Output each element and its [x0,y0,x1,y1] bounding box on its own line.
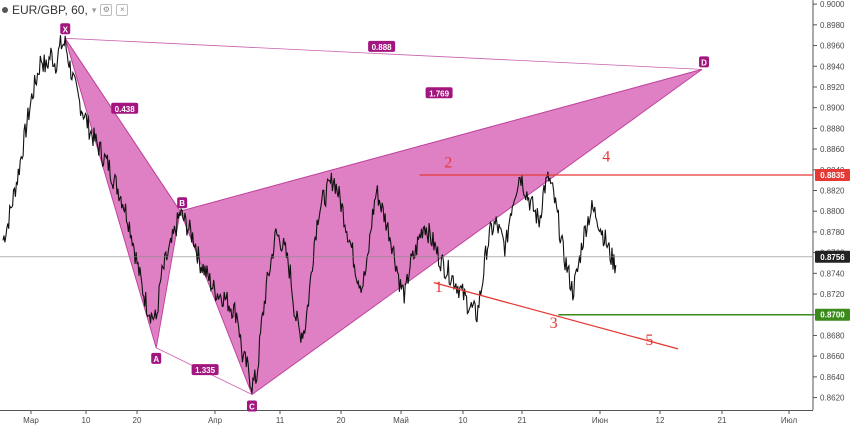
y-tick-label-11: 0.8780 [820,228,845,237]
axis-lines [0,0,814,411]
point-badge-B [177,197,188,209]
x-tick-label-0: Мар [23,416,39,425]
point-badge-C [246,400,257,412]
y-tick-label-16: 0.8680 [820,331,845,340]
y-tick-label-9: 0.8820 [820,187,845,196]
point-label-B: B [179,199,185,208]
y-tick-label-19: 0.8620 [820,394,845,403]
price-line [2,35,617,394]
ratio-badge-XD [368,40,396,52]
point-label-C: C [249,402,255,411]
ratio-label-BD: 1.769 [429,89,450,98]
x-tick-label-2: 20 [133,416,142,425]
y-axis[interactable]: 0.9000 0.8980 0.8960 0.8940 0.8920 0.8900 0.88… [813,0,850,403]
wave-trend-line[interactable] [433,282,679,350]
x-tick-label-5: 20 [337,416,346,425]
y-tick-label-6: 0.8880 [820,124,845,133]
wave-label-4: 4 [602,149,610,166]
x-tick-label-3: Апр [208,416,223,425]
harmonic-pattern[interactable] [64,37,703,396]
point-label-X: X [63,25,69,34]
x-tick-label-9: Июн [592,416,608,425]
pattern-line-xb[interactable] [64,38,181,212]
ratio-badge-AC [191,364,219,376]
x-tick-label-4: 11 [276,416,285,425]
y-tick-label-4: 0.8920 [820,83,845,92]
wave-label-5: 5 [645,332,653,349]
y-tick-label-1: 0.8980 [820,21,845,30]
wave-label-3: 3 [550,315,558,332]
ratio-label-AC: 1.335 [195,366,216,375]
y-tick-label-2: 0.8960 [820,42,845,51]
y-tick-label-10: 0.8800 [820,207,845,216]
price-tag-label-1: 0.8756 [820,253,845,262]
price-tag-label-0: 0.8835 [820,171,845,180]
wave-annotations[interactable]: 1 2 3 4 5 [419,149,813,350]
price-tag-0[interactable] [815,168,850,181]
y-tick-label-14: 0.8720 [820,290,845,299]
gear-icon[interactable]: ⚙ [100,4,113,16]
point-badge-X [60,23,71,35]
x-tick-label-12: Июл [781,416,798,425]
x-axis[interactable]: Мар 10 20 Апр 11 20 Май 10 21 Июн 12 21 Июл [23,410,797,425]
y-tick-label-13: 0.8740 [820,269,845,278]
status-dot-icon [2,7,8,13]
ratio-label-XD: 0.888 [372,43,393,52]
pattern-labels: X A B C D 0.438 1.335 1.769 0.888 [60,23,710,412]
price-tag-2[interactable] [815,308,850,321]
chart-header: EUR/GBP, 60, ▾ ⚙ × [2,3,129,17]
pattern-line-xd[interactable] [65,37,703,70]
wave-label-2: 2 [444,155,452,172]
point-label-A: A [153,355,159,364]
x-tick-label-7: 10 [459,416,468,425]
chevron-down-icon[interactable]: ▾ [91,4,97,15]
point-label-D: D [701,58,707,67]
pattern-line-bd[interactable] [180,68,703,212]
y-tick-label-0: 0.9000 [820,0,845,9]
ratio-badge-BD [425,87,453,99]
x-tick-label-1: 10 [82,416,91,425]
pattern-triangle-bcd[interactable] [179,68,703,396]
price-tag-1[interactable] [815,250,850,263]
x-tick-label-6: Май [393,416,409,425]
wave-label-1: 1 [435,279,443,296]
y-tick-label-5: 0.8900 [820,104,845,113]
close-icon[interactable]: × [116,4,129,16]
x-tick-label-10: 12 [656,416,665,425]
y-tick-label-7: 0.8860 [820,145,845,154]
x-tick-label-8: 21 [518,416,527,425]
symbol-title[interactable]: EUR/GBP, 60, [12,3,88,17]
point-badge-D [699,56,710,68]
point-badge-A [151,352,162,364]
pattern-triangle-xab[interactable] [64,38,181,349]
ratio-badge-XB [111,102,139,114]
y-tick-label-18: 0.8640 [820,373,845,382]
price-series [0,35,813,394]
ratio-label-XB: 0.438 [115,105,136,114]
price-tag-label-2: 0.8700 [820,311,845,320]
y-tick-label-3: 0.8940 [820,62,845,71]
y-tick-label-17: 0.8660 [820,352,845,361]
x-tick-label-11: 21 [718,416,727,425]
